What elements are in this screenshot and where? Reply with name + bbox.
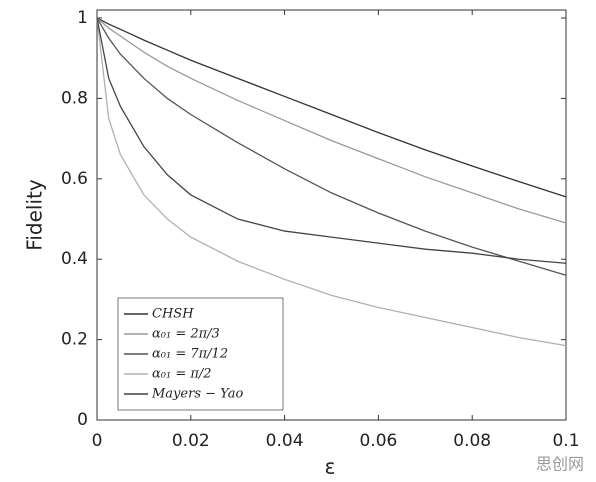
legend-label: CHSH: [152, 307, 194, 322]
y-axis-label: Fidelity: [23, 179, 47, 251]
legend-label: Mayers − Yao: [151, 387, 243, 402]
series-line: [96, 17, 567, 276]
series-line: [96, 17, 567, 347]
x-tick-label: 0.08: [453, 431, 491, 451]
watermark: 思创网: [536, 455, 584, 474]
y-tick-label: 0.8: [61, 88, 88, 108]
y-tick-label: 0.4: [61, 249, 88, 269]
y-tick-label: 1: [77, 8, 88, 28]
y-tick-label: 0.2: [61, 330, 88, 350]
x-tick-label: 0: [92, 431, 103, 451]
x-tick-label: 0.1: [552, 431, 579, 451]
legend-label: α₀₁ = 7π/12: [152, 347, 228, 362]
series-line: [96, 17, 567, 224]
x-tick-label: 0.02: [172, 431, 210, 451]
y-tick-label: 0.6: [61, 169, 88, 189]
plot-frame: [96, 9, 567, 421]
x-axis-label: ε: [325, 455, 336, 479]
x-tick-label: 0.04: [266, 431, 304, 451]
x-tick-label: 0.06: [359, 431, 397, 451]
series-line: [96, 17, 567, 264]
series-line: [96, 17, 567, 198]
y-tick-label: 0: [77, 410, 88, 430]
legend-label: α₀₁ = π/2: [152, 367, 212, 382]
legend-label: α₀₁ = 2π/3: [152, 327, 220, 342]
